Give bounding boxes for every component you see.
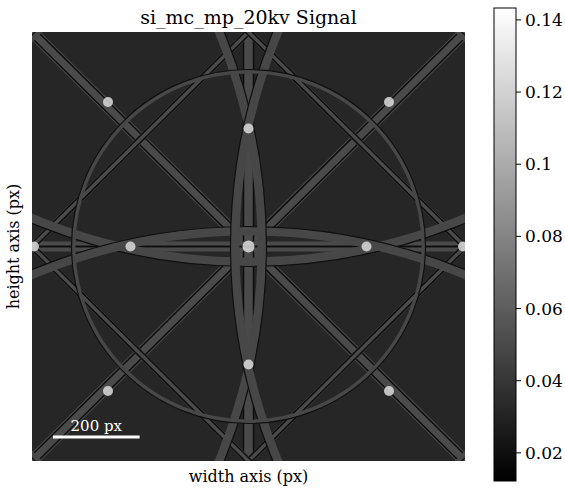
bright-spot (103, 386, 113, 396)
colorbar-tick (516, 19, 521, 20)
colorbar-tick-label: 0.1 (525, 154, 552, 174)
colorbar-tick-label: 0.02 (525, 443, 563, 463)
band-edge (252, 247, 465, 462)
band-edge (36, 247, 253, 462)
band-arc (32, 32, 262, 461)
band-arc (32, 32, 465, 461)
y-label: height axis (px) (4, 184, 23, 310)
colorbar-tick (516, 92, 521, 93)
scalebar-label: 200 px (71, 417, 123, 435)
band-edge (245, 247, 462, 462)
colorbar-tick (516, 236, 521, 237)
band-edge (32, 227, 465, 462)
bright-spot (384, 386, 394, 396)
bright-spot (32, 242, 39, 252)
bright-spot (458, 242, 465, 252)
band-arc (74, 72, 424, 422)
chart: si_mc_mp_20kv Signal 200 px width axis (px… (0, 0, 565, 493)
scalebar (53, 436, 140, 439)
band (249, 247, 466, 462)
band-arc (235, 32, 465, 461)
x-label: width axis (px) (189, 467, 309, 486)
band-arc (32, 231, 465, 461)
colorbar-tick-label: 0.04 (525, 371, 563, 391)
colorbar-tick-label: 0.08 (525, 226, 563, 246)
band-edge (231, 32, 466, 461)
bright-spot (243, 241, 255, 253)
colorbar-tick (516, 308, 521, 309)
colorbar-tick-label: 0.12 (525, 82, 563, 102)
band-edge (252, 32, 465, 247)
bright-spot (244, 124, 254, 134)
colorbar-tick (516, 164, 521, 165)
band (249, 32, 466, 247)
band-edge (36, 32, 253, 247)
colorbar-tick-label: 0.06 (525, 299, 563, 319)
band (32, 32, 249, 247)
bright-spot (244, 360, 254, 370)
band-edge (32, 247, 245, 462)
band-edge (72, 70, 426, 424)
title: si_mc_mp_20kv Signal (140, 6, 357, 29)
colorbar-tick (516, 380, 521, 381)
colorbar-tick (516, 452, 521, 453)
colorbar (494, 8, 516, 481)
colorbar-tick-label: 0.14 (525, 10, 563, 30)
band (32, 247, 249, 462)
band-edge (32, 32, 465, 461)
bright-spot (384, 97, 394, 107)
band-edge (32, 32, 245, 247)
band-edge (245, 32, 462, 247)
image (32, 32, 465, 461)
bright-spot (103, 97, 113, 107)
bright-spot (362, 242, 372, 252)
bright-spot (126, 242, 136, 252)
